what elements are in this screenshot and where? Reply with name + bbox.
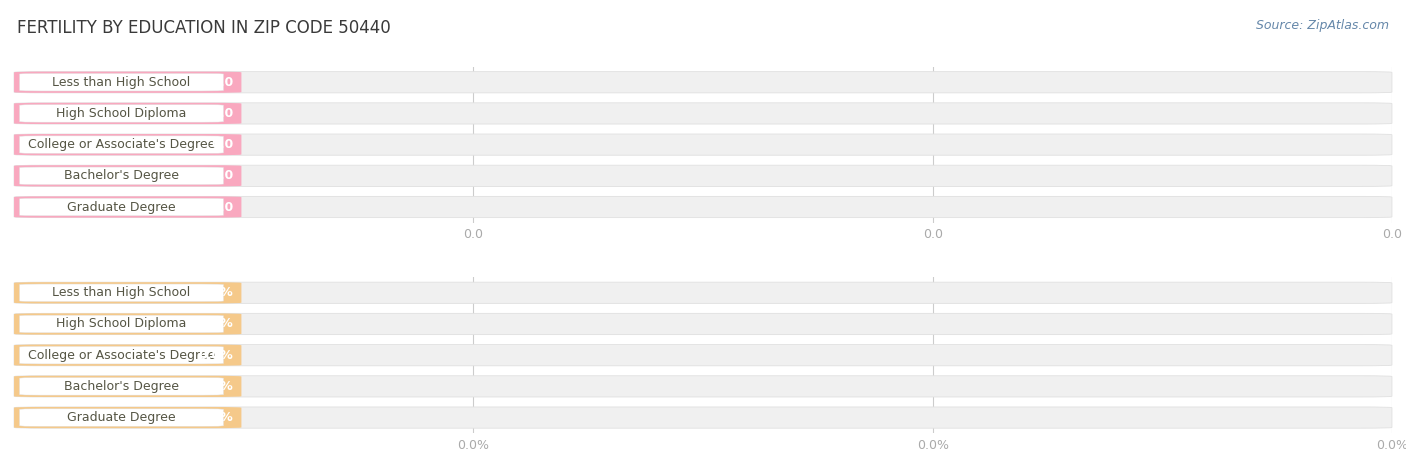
Text: College or Associate's Degree: College or Associate's Degree	[28, 138, 215, 151]
Text: 0.0%: 0.0%	[198, 380, 233, 393]
FancyBboxPatch shape	[14, 376, 1392, 397]
FancyBboxPatch shape	[14, 103, 242, 124]
FancyBboxPatch shape	[20, 315, 224, 333]
Text: Less than High School: Less than High School	[52, 76, 191, 89]
FancyBboxPatch shape	[20, 198, 224, 216]
Text: 0.0: 0.0	[211, 107, 233, 120]
Text: Graduate Degree: Graduate Degree	[67, 200, 176, 214]
FancyBboxPatch shape	[14, 345, 1392, 366]
FancyBboxPatch shape	[14, 134, 1392, 155]
Text: 0.0%: 0.0%	[198, 286, 233, 299]
Text: Source: ZipAtlas.com: Source: ZipAtlas.com	[1256, 19, 1389, 32]
Text: High School Diploma: High School Diploma	[56, 317, 187, 330]
FancyBboxPatch shape	[14, 103, 1392, 124]
FancyBboxPatch shape	[20, 105, 224, 122]
FancyBboxPatch shape	[14, 282, 242, 303]
FancyBboxPatch shape	[14, 376, 242, 397]
FancyBboxPatch shape	[20, 73, 224, 91]
Text: 0.0: 0.0	[211, 169, 233, 182]
Text: 0.0%: 0.0%	[198, 349, 233, 362]
Text: FERTILITY BY EDUCATION IN ZIP CODE 50440: FERTILITY BY EDUCATION IN ZIP CODE 50440	[17, 19, 391, 37]
Text: Bachelor's Degree: Bachelor's Degree	[65, 169, 179, 182]
FancyBboxPatch shape	[14, 313, 1392, 335]
FancyBboxPatch shape	[14, 197, 1392, 218]
FancyBboxPatch shape	[20, 167, 224, 185]
FancyBboxPatch shape	[20, 409, 224, 426]
FancyBboxPatch shape	[20, 284, 224, 301]
Text: 0.0%: 0.0%	[198, 411, 233, 424]
FancyBboxPatch shape	[14, 407, 1392, 428]
FancyBboxPatch shape	[14, 71, 1392, 93]
Text: Graduate Degree: Graduate Degree	[67, 411, 176, 424]
FancyBboxPatch shape	[14, 345, 242, 366]
FancyBboxPatch shape	[14, 165, 242, 187]
Text: 0.0%: 0.0%	[198, 317, 233, 330]
FancyBboxPatch shape	[14, 407, 242, 428]
Text: College or Associate's Degree: College or Associate's Degree	[28, 349, 215, 362]
Text: 0.0: 0.0	[211, 76, 233, 89]
Text: High School Diploma: High School Diploma	[56, 107, 187, 120]
FancyBboxPatch shape	[14, 134, 242, 155]
FancyBboxPatch shape	[14, 197, 242, 218]
FancyBboxPatch shape	[14, 71, 242, 93]
FancyBboxPatch shape	[20, 377, 224, 395]
Text: 0.0: 0.0	[211, 138, 233, 151]
FancyBboxPatch shape	[20, 136, 224, 153]
FancyBboxPatch shape	[20, 347, 224, 364]
FancyBboxPatch shape	[14, 282, 1392, 303]
FancyBboxPatch shape	[14, 313, 242, 335]
Text: 0.0: 0.0	[211, 200, 233, 214]
Text: Less than High School: Less than High School	[52, 286, 191, 299]
Text: Bachelor's Degree: Bachelor's Degree	[65, 380, 179, 393]
FancyBboxPatch shape	[14, 165, 1392, 187]
